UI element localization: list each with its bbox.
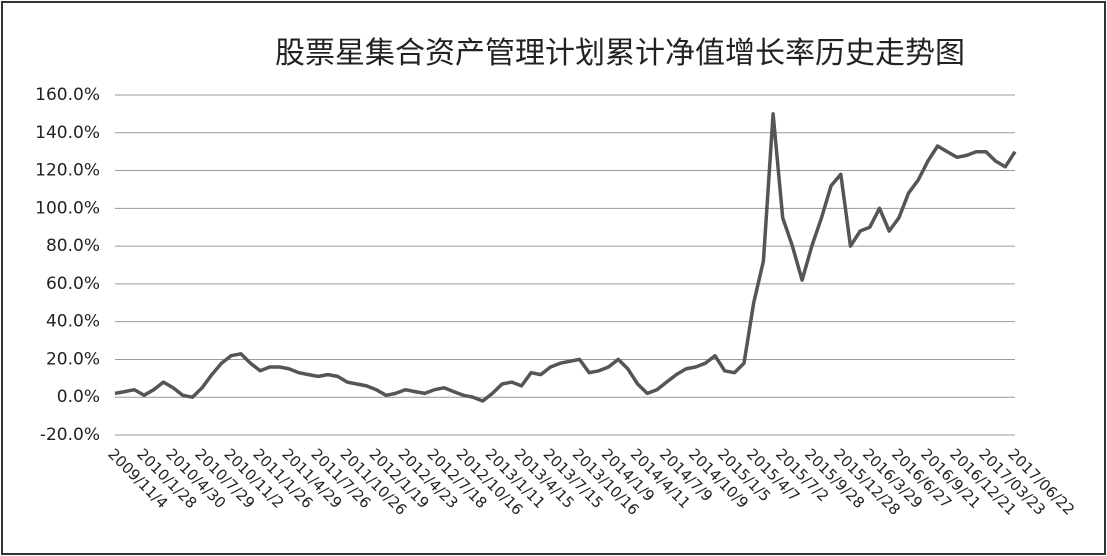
y-tick-label: 60.0% xyxy=(46,274,100,294)
y-tick-label: 140.0% xyxy=(35,123,100,143)
y-tick-label: 0.0% xyxy=(57,387,100,407)
y-tick-label: 100.0% xyxy=(35,198,100,218)
y-tick-label: 80.0% xyxy=(46,236,100,256)
chart-title: 股票星集合资产管理计划累计净值增长率历史走势图 xyxy=(275,36,965,71)
series-line xyxy=(114,112,1017,403)
y-tick-label: -20.0% xyxy=(40,425,100,445)
y-tick-label: 160.0% xyxy=(35,85,100,105)
y-tick-label: 20.0% xyxy=(46,349,100,369)
y-tick-label: 120.0% xyxy=(35,161,100,181)
y-tick-label: 40.0% xyxy=(46,312,100,332)
